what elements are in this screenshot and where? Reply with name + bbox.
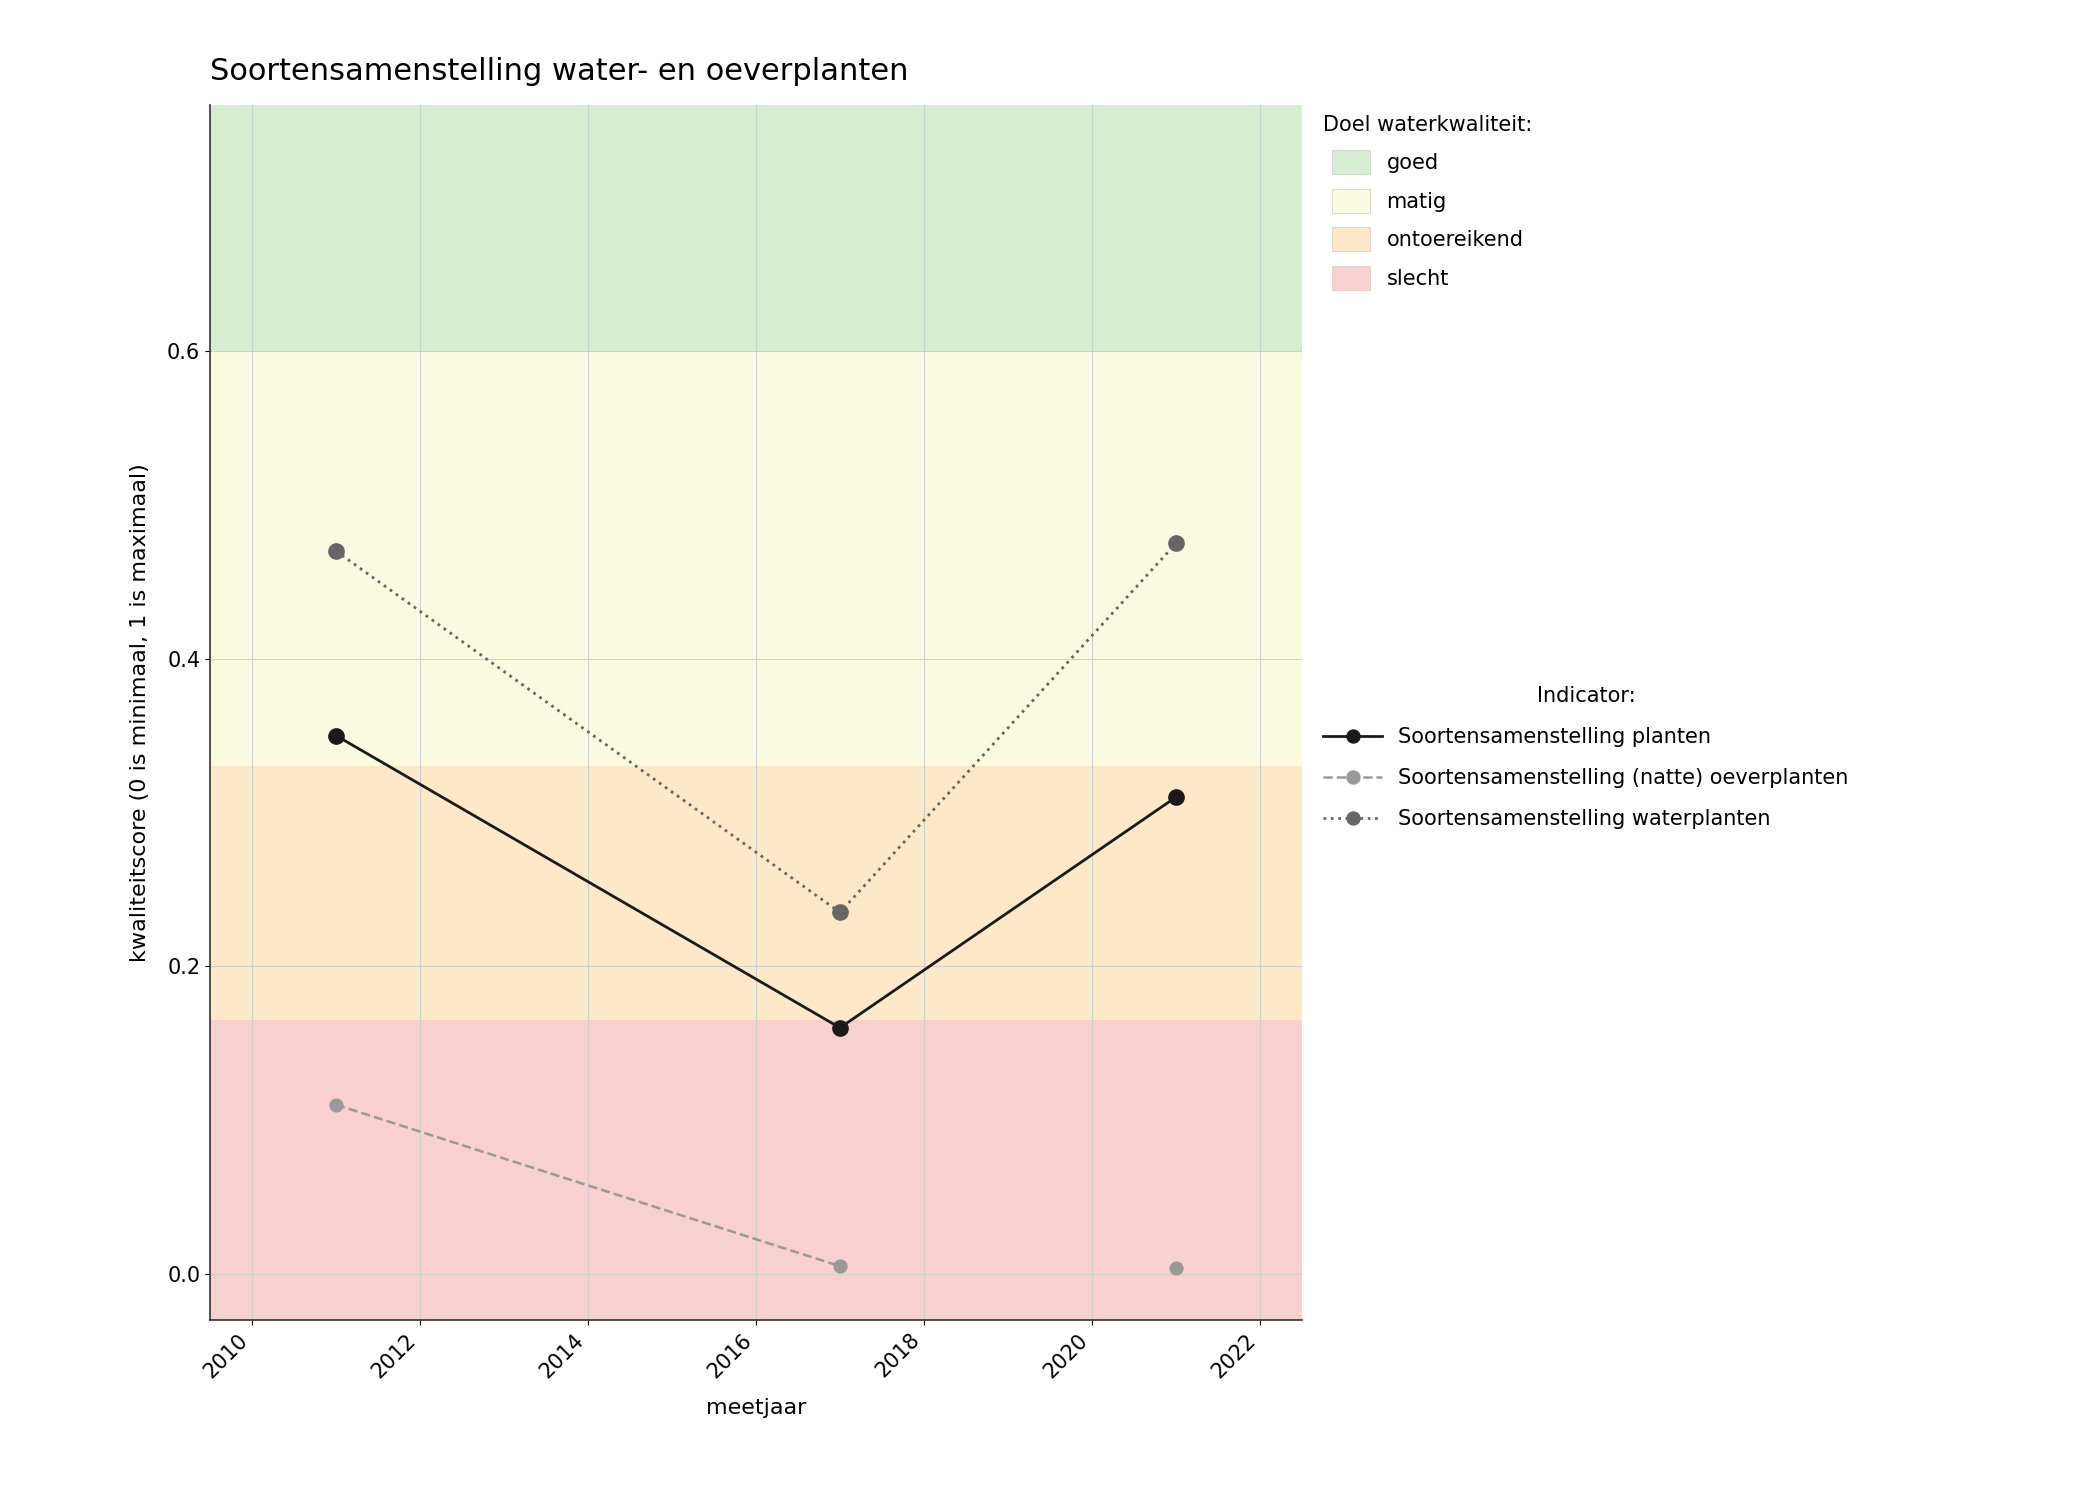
Point [823, 1254, 857, 1278]
Bar [210, 766, 1302, 1020]
Bar [210, 1020, 1302, 1320]
Bar [210, 105, 1302, 351]
Point [1159, 1256, 1193, 1280]
Y-axis label: kwaliteitscore (0 is minimaal, 1 is maximaal): kwaliteitscore (0 is minimaal, 1 is maxi… [130, 464, 151, 962]
Point [319, 1092, 353, 1116]
Legend: Soortensamenstelling planten, Soortensamenstelling (natte) oeverplanten, Soorten: Soortensamenstelling planten, Soortensam… [1323, 687, 1848, 830]
X-axis label: meetjaar: meetjaar [706, 1398, 806, 1417]
Bar [210, 351, 1302, 766]
Text: Soortensamenstelling water- en oeverplanten: Soortensamenstelling water- en oeverplan… [210, 57, 909, 86]
